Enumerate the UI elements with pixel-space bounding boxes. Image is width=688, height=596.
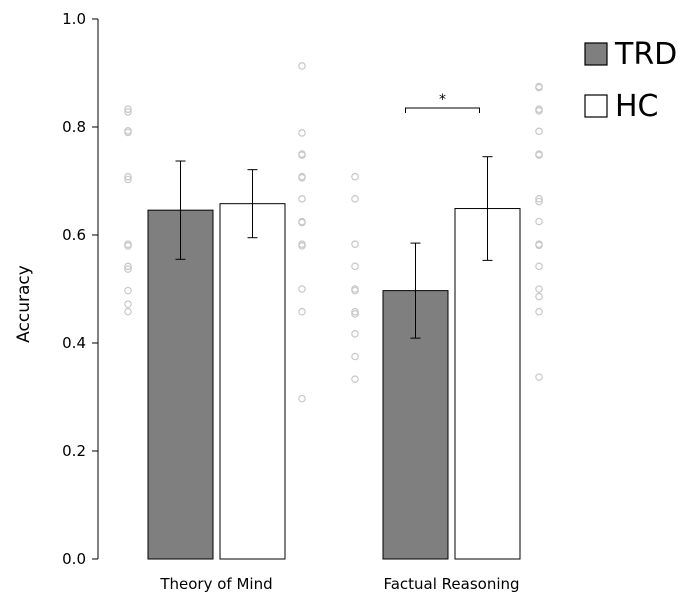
data-point (299, 286, 305, 292)
significance-annotations: * (406, 92, 480, 113)
legend: TRD HC (585, 37, 677, 124)
legend-swatch-trd (585, 43, 607, 65)
y-axis: 0.0 0.2 0.4 0.6 0.8 1.0 (62, 10, 98, 568)
data-point (352, 196, 358, 202)
y-tick-label: 1.0 (62, 10, 86, 28)
data-point (352, 263, 358, 269)
legend-label-trd: TRD (614, 37, 677, 72)
data-point (352, 241, 358, 247)
y-tick-label: 0.8 (62, 118, 86, 136)
significance-star: * (439, 92, 446, 108)
data-point (352, 353, 358, 359)
legend-label-hc: HC (615, 89, 659, 124)
y-tick-label: 0.0 (62, 550, 86, 568)
data-point (299, 196, 305, 202)
data-point (536, 293, 542, 299)
data-point (536, 263, 542, 269)
significance-bracket (406, 108, 480, 113)
category-label: Factual Reasoning (383, 575, 519, 593)
bars (148, 204, 520, 559)
bar-trd (148, 210, 213, 559)
y-tick-label: 0.2 (62, 442, 86, 460)
data-point (125, 308, 131, 314)
data-point (352, 376, 358, 382)
data-point (299, 63, 305, 69)
bar-hc (455, 209, 520, 559)
data-point (299, 130, 305, 136)
y-axis-title: Accuracy (14, 265, 34, 343)
data-point (536, 308, 542, 314)
data-point (125, 301, 131, 307)
category-label: Theory of Mind (159, 575, 272, 593)
data-point (536, 128, 542, 134)
data-point (536, 218, 542, 224)
y-tick-label: 0.6 (62, 226, 86, 244)
data-point (352, 331, 358, 337)
category-labels: Theory of Mind Factual Reasoning (159, 575, 519, 593)
data-point (299, 308, 305, 314)
data-point (125, 287, 131, 293)
data-point (536, 286, 542, 292)
legend-swatch-hc (585, 95, 607, 117)
bar-hc (220, 204, 285, 559)
data-point (299, 395, 305, 401)
data-point (352, 173, 358, 179)
data-point (536, 374, 542, 380)
y-tick-label: 0.4 (62, 334, 86, 352)
